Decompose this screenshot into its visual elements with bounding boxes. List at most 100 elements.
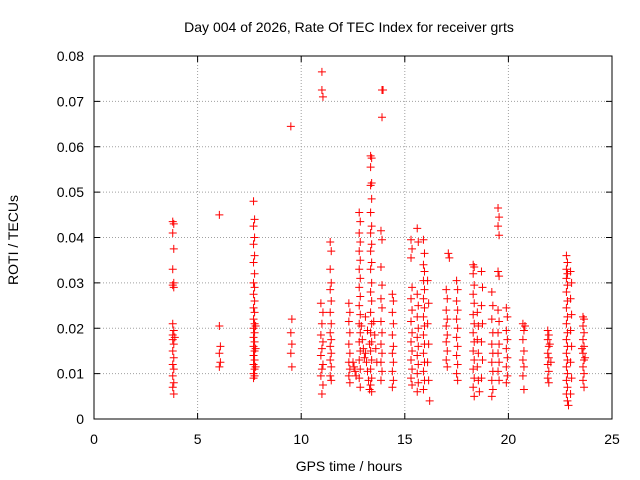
y-tick-label: 0.02 [57, 320, 84, 336]
data-point [566, 294, 575, 303]
x-axis-label: GPS time / hours [296, 458, 403, 474]
data-point [286, 349, 295, 358]
data-point [424, 376, 433, 385]
data-point [452, 276, 461, 285]
data-point [503, 353, 512, 362]
data-point [563, 383, 572, 392]
data-point [326, 265, 335, 274]
data-point [379, 86, 388, 95]
data-point [356, 256, 365, 265]
data-point [544, 342, 553, 351]
data-point [250, 233, 259, 242]
data-point [562, 274, 571, 283]
data-point [168, 319, 177, 328]
data-point [453, 342, 462, 351]
data-point [360, 353, 369, 362]
data-point [327, 376, 336, 385]
data-point [469, 260, 478, 269]
data-point [249, 324, 258, 333]
data-point [355, 283, 364, 292]
data-point [419, 385, 428, 394]
x-tick-label: 0 [90, 431, 98, 447]
data-point [470, 299, 479, 308]
data-point [326, 371, 335, 380]
data-point [168, 383, 177, 392]
data-point [580, 315, 589, 324]
data-point [478, 283, 487, 292]
data-point [469, 346, 478, 355]
data-point [578, 312, 587, 321]
data-point [413, 333, 422, 342]
data-point [578, 376, 587, 385]
data-point [413, 369, 422, 378]
data-point [487, 340, 496, 349]
data-point [168, 228, 177, 237]
y-tick-label: 0.06 [57, 139, 84, 155]
data-point [470, 392, 479, 401]
data-point [474, 321, 483, 330]
data-point [366, 287, 375, 296]
data-point [215, 210, 224, 219]
data-point [287, 362, 296, 371]
data-point [563, 369, 572, 378]
y-axis-label: ROTI / TECUs [5, 195, 21, 285]
data-point [419, 331, 428, 340]
data-point [286, 328, 295, 337]
data-point [366, 247, 375, 256]
data-point [564, 401, 573, 410]
data-point [326, 342, 335, 351]
data-point [250, 215, 259, 224]
data-point [562, 251, 571, 260]
data-point [443, 362, 452, 371]
data-point [566, 267, 575, 276]
data-point [355, 228, 364, 237]
data-point [567, 374, 576, 383]
data-point [414, 342, 423, 351]
data-point [366, 181, 375, 190]
data-point [376, 317, 385, 326]
data-point [251, 321, 260, 330]
data-point [327, 349, 336, 358]
data-point [566, 390, 575, 399]
data-point [580, 328, 589, 337]
data-point [419, 349, 428, 358]
data-point [345, 308, 354, 317]
data-point [413, 290, 422, 299]
data-point [356, 383, 365, 392]
data-point [249, 278, 258, 287]
data-point [327, 335, 336, 344]
data-point [487, 376, 496, 385]
data-point [318, 337, 327, 346]
data-point [345, 365, 354, 374]
data-point [378, 113, 387, 122]
data-point [367, 356, 376, 365]
data-point [169, 353, 178, 362]
data-point [420, 267, 429, 276]
data-point [250, 283, 259, 292]
data-point [249, 258, 258, 267]
data-point [344, 340, 353, 349]
data-point [361, 349, 370, 358]
data-point [365, 340, 374, 349]
data-point [562, 376, 571, 385]
data-point [169, 326, 178, 335]
data-point [477, 374, 486, 383]
data-point [317, 86, 326, 95]
data-point [544, 331, 553, 340]
data-point [544, 353, 553, 362]
data-point [487, 287, 496, 296]
data-point [562, 349, 571, 358]
data-point [378, 367, 387, 376]
data-point [502, 378, 511, 387]
data-point [420, 249, 429, 258]
data-point [520, 321, 529, 330]
data-point [215, 321, 224, 330]
y-tick-label: 0.05 [57, 184, 84, 200]
data-point [452, 333, 461, 342]
data-point [327, 297, 336, 306]
data-point [351, 367, 360, 376]
data-point [413, 351, 422, 360]
data-point [452, 297, 461, 306]
data-point [367, 387, 376, 396]
data-point [317, 390, 326, 399]
